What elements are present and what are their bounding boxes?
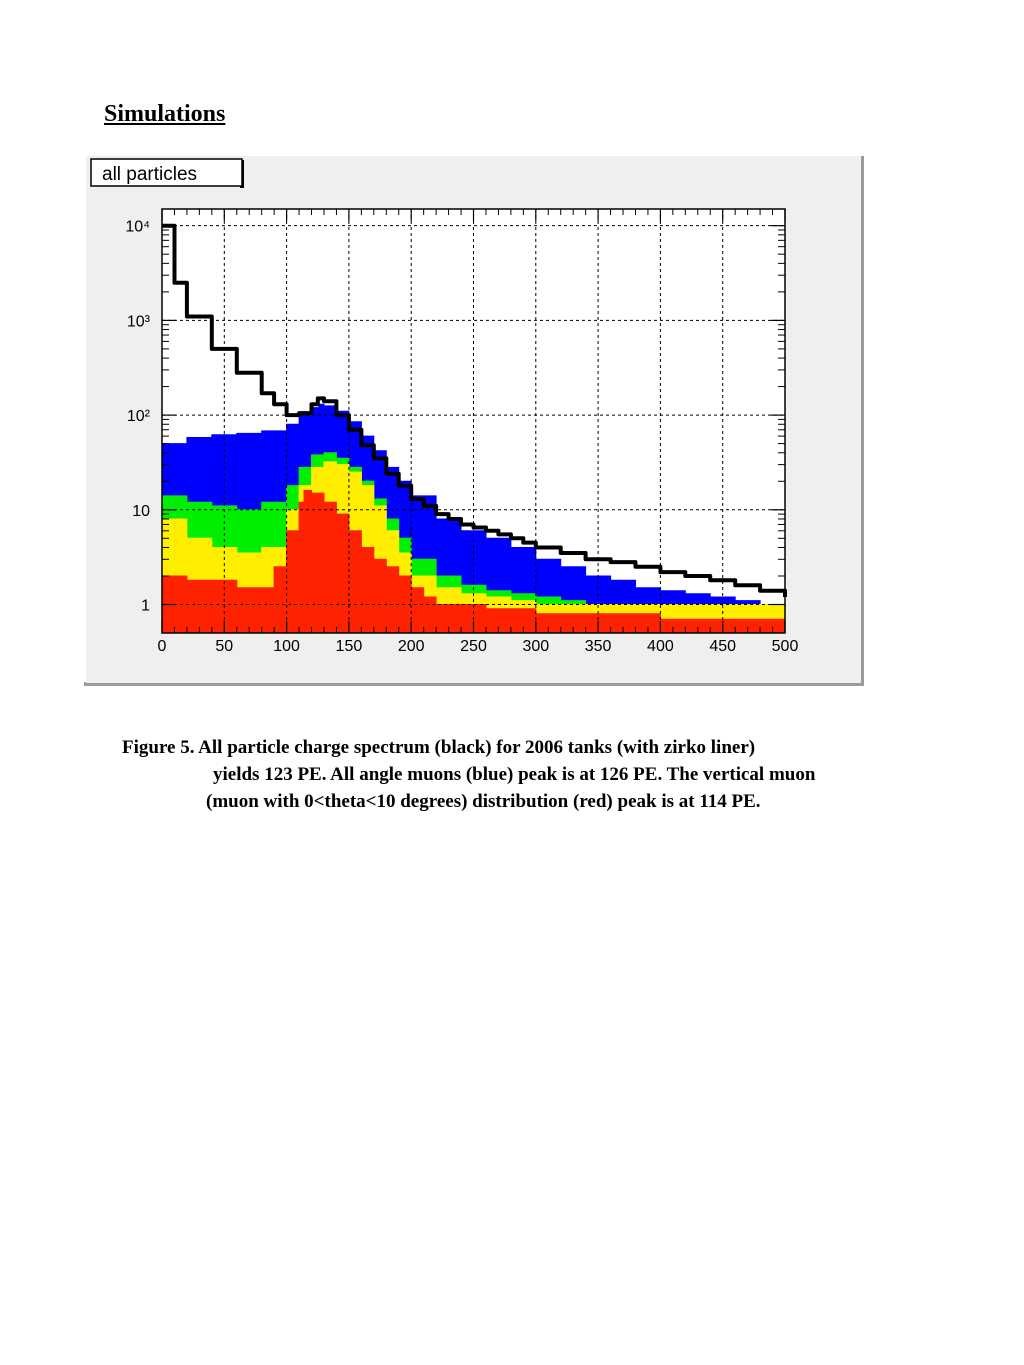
grid-lines [162, 209, 785, 633]
y-tick-label: 1 [141, 597, 150, 614]
x-tick-label: 350 [585, 638, 612, 655]
charge-spectrum-chart: 0 50 100 150 200 250 300 350 400 450 500 1 10 10² 10³… [84, 156, 864, 686]
histogram-fills [161, 403, 786, 634]
x-tick-label: 250 [460, 638, 487, 655]
y-tick-label: 10 [132, 503, 150, 520]
canvas-shadow [84, 682, 864, 686]
chart-title: all particles [102, 164, 197, 185]
x-tick-label: 300 [522, 638, 549, 655]
x-tick-label: 500 [772, 638, 799, 655]
x-tick-label: 100 [273, 638, 300, 655]
section-heading: Simulations [104, 101, 226, 127]
histogram-lines [162, 223, 787, 597]
y-tick-label: 10² [127, 408, 151, 425]
x-tick-label: 400 [647, 638, 674, 655]
series-fill-4 [161, 490, 786, 634]
y-tick-label: 10⁴ [125, 219, 150, 236]
x-tick-label: 450 [709, 638, 736, 655]
x-tick-label: 0 [158, 638, 167, 655]
caption-line-3: (muon with 0<theta<10 degrees) distribut… [206, 791, 761, 812]
y-tick-label: 10³ [127, 313, 151, 330]
series-line-0 [162, 223, 787, 597]
caption-line-2: yields 123 PE. All angle muons (blue) pe… [213, 764, 816, 785]
axis-ticks [161, 209, 786, 633]
y-axis-tick-labels: 1 10 10² 10³ 10⁴ [125, 219, 150, 615]
x-tick-label: 200 [398, 638, 425, 655]
x-axis-tick-labels: 0 50 100 150 200 250 300 350 400 450 500 [158, 638, 799, 655]
title-box [90, 158, 243, 187]
caption-line-1: Figure 5. All particle charge spectrum (… [122, 737, 756, 758]
x-tick-label: 150 [336, 638, 363, 655]
canvas-shadow-right [860, 156, 864, 686]
x-tick-label: 50 [215, 638, 233, 655]
